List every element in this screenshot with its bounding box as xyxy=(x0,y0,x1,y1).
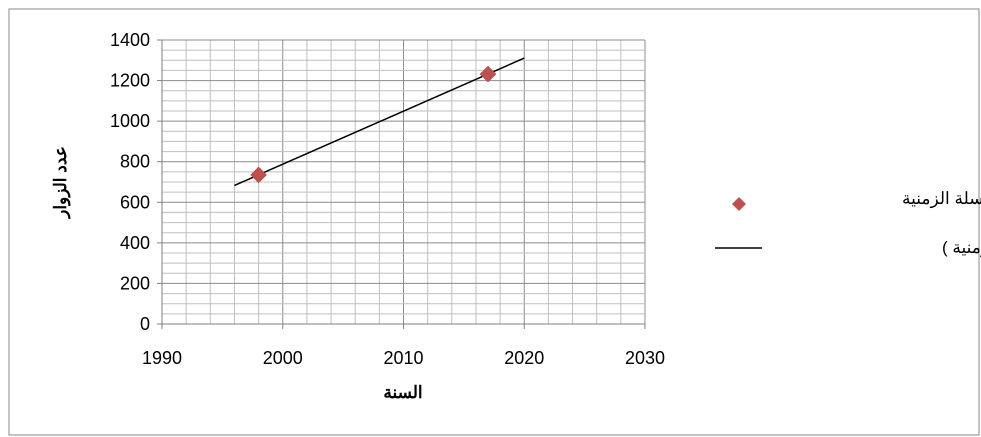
x-axis-title: السنة xyxy=(383,383,422,402)
data-point-diamond xyxy=(479,65,497,83)
chart-border xyxy=(8,8,980,436)
tick-labels: 1990 2000 2010 2020 2030 0 200 400 600 800 1000 120… xyxy=(110,30,665,368)
plot-grid xyxy=(161,39,646,325)
x-tick-label: 2000 xyxy=(263,348,303,368)
y-tick-label: 200 xyxy=(120,273,150,293)
trendline xyxy=(234,57,525,187)
y-axis-title: عدد الزوار xyxy=(51,146,71,220)
y-tick-label: 800 xyxy=(120,152,150,172)
x-tick-label: 2010 xyxy=(383,348,423,368)
x-tick-label: 2020 xyxy=(504,348,544,368)
x-tick-label: 2030 xyxy=(625,348,665,368)
y-tick-label: 0 xyxy=(140,314,150,334)
y-tick-label: 1400 xyxy=(110,30,150,50)
plot-series xyxy=(234,57,525,187)
legend: السلسلة الزمنية خطي (السلسلة الزمنية ) xyxy=(715,189,981,258)
data-point-diamond xyxy=(250,166,267,184)
plot-axes xyxy=(157,39,646,329)
y-tick-label: 400 xyxy=(120,233,150,253)
legend-label-trendline: خطي (السلسلة الزمنية ) xyxy=(942,238,981,258)
x-tick-label: 1990 xyxy=(142,348,182,368)
legend-marker-diamond xyxy=(732,197,746,211)
y-tick-label: 600 xyxy=(120,192,150,212)
y-tick-label: 1200 xyxy=(110,71,150,91)
y-tick-label: 1000 xyxy=(110,111,150,131)
legend-label-series: السلسلة الزمنية xyxy=(902,189,981,209)
